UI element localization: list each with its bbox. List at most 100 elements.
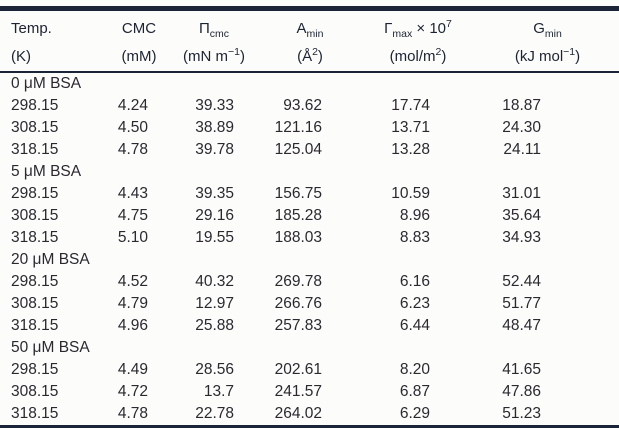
group-row: 5 μM BSA	[0, 161, 619, 183]
cell: 41.65	[502, 361, 541, 378]
col-unit-close: )	[239, 48, 245, 65]
cell: 318.15	[11, 317, 59, 334]
cell: 34.93	[502, 229, 541, 246]
group-row: 0 μM BSA	[0, 72, 619, 95]
table-row: 308.15 4.75 29.16 185.28 8.96 35.64	[0, 205, 619, 227]
cell: 4.78	[117, 141, 148, 158]
cell: 4.50	[117, 119, 148, 136]
cell: 38.89	[195, 119, 234, 136]
group-label: 50 μM BSA	[11, 339, 90, 356]
cell: 266.76	[274, 295, 322, 312]
col-title-sub: min	[306, 28, 324, 40]
cell: 25.88	[195, 317, 234, 334]
cell: 298.15	[11, 273, 59, 290]
cell: 308.15	[11, 207, 59, 224]
col-title: Πcmc	[198, 20, 229, 40]
cell: 4.75	[117, 207, 148, 224]
cell: 298.15	[11, 361, 59, 378]
col-title: Γmax × 107	[384, 18, 452, 40]
group-label: 20 μM BSA	[11, 251, 90, 268]
cell: 39.35	[195, 185, 234, 202]
cell: 125.04	[274, 141, 322, 158]
cell: 318.15	[11, 405, 59, 422]
cell: 4.72	[117, 383, 148, 400]
col-unit: (K)	[11, 43, 110, 66]
cell: 4.52	[117, 273, 148, 290]
col-title: Gmin	[533, 20, 562, 40]
col-unit-sup: −1	[228, 46, 240, 58]
cell: 40.32	[195, 273, 234, 290]
cell: 28.56	[195, 361, 234, 378]
cell: 39.78	[195, 141, 234, 158]
cell: 13.71	[391, 119, 430, 136]
table-row: 298.15 4.43 39.35 156.75 10.59 31.01	[0, 183, 619, 205]
group-row: 20 μM BSA	[0, 249, 619, 271]
table-row: 318.15 5.10 19.55 188.03 8.83 34.93	[0, 227, 619, 249]
table-row: 298.15 4.52 40.32 269.78 6.16 52.44	[0, 271, 619, 293]
group-row: 50 μM BSA	[0, 337, 619, 359]
cell: 52.44	[502, 273, 541, 290]
col-title-text: A	[296, 20, 307, 37]
cell: 8.83	[399, 229, 430, 246]
cell: 269.78	[274, 273, 322, 290]
col-title-text: G	[533, 20, 545, 37]
cell: 18.87	[502, 97, 541, 114]
cell: 4.24	[117, 97, 148, 114]
cell: 6.23	[399, 295, 430, 312]
col-unit-sup: −1	[563, 46, 576, 58]
col-title-text: Π	[198, 20, 210, 37]
table-row: 308.15 4.50 38.89 121.16 13.71 24.30	[0, 117, 619, 139]
table-row: 298.15 4.24 39.33 93.62 17.74 18.87	[0, 95, 619, 117]
table-row: 318.15 4.78 39.78 125.04 13.28 24.11	[0, 139, 619, 161]
cell: 24.30	[502, 119, 541, 136]
col-title: Amin	[296, 20, 324, 40]
cell: 39.33	[195, 97, 234, 114]
cell: 185.28	[274, 207, 322, 224]
col-unit-close: )	[575, 48, 581, 65]
cell: 13.28	[391, 141, 430, 158]
col-header-cmc: CMC (mM)	[110, 8, 168, 73]
cell: 308.15	[11, 295, 59, 312]
col-unit-sup: 2	[312, 46, 318, 58]
cell: 12.97	[195, 295, 234, 312]
cell: 24.11	[503, 141, 541, 158]
col-unit: (mol/m2)	[360, 43, 476, 66]
cell: 31.01	[502, 185, 541, 202]
cell: 4.43	[117, 185, 148, 202]
table-row: 318.15 4.96 25.88 257.83 6.44 48.47	[0, 315, 619, 337]
cell: 17.74	[391, 97, 430, 114]
cell: 6.29	[399, 405, 430, 422]
col-unit: (mN m−1)	[168, 43, 260, 66]
col-unit-close: )	[441, 48, 447, 65]
cell: 4.79	[117, 295, 148, 312]
cell: 308.15	[11, 383, 59, 400]
col-header-temp: Temp. (K)	[0, 8, 110, 73]
col-unit-sup: 2	[435, 46, 442, 58]
cell: 6.44	[399, 317, 430, 334]
cell: 51.23	[502, 405, 541, 422]
cell: 47.86	[502, 383, 541, 400]
table-body: 0 μM BSA 298.15 4.24 39.33 93.62 17.74 18.87 30…	[0, 72, 619, 427]
table-row: 308.15 4.72 13.7 241.57 6.87 47.86	[0, 381, 619, 403]
col-unit-text: (mol/m	[389, 48, 436, 65]
col-header-gamma-max: Γmax × 107 (mol/m2)	[360, 8, 476, 73]
cell: 10.59	[391, 185, 430, 202]
cell: 257.83	[274, 317, 322, 334]
cell: 4.96	[117, 317, 148, 334]
cell: 188.03	[274, 229, 322, 246]
col-title-mid: × 10	[412, 20, 447, 37]
table-row: 308.15 4.79 12.97 266.76 6.23 51.77	[0, 293, 619, 315]
col-title: CMC	[122, 20, 156, 37]
col-header-g-min: Gmin (kJ mol−1)	[476, 8, 619, 73]
cell: 8.20	[399, 361, 430, 378]
col-unit: (Å2)	[260, 43, 360, 66]
col-title-text: Temp.	[11, 20, 52, 37]
cell: 6.87	[399, 383, 430, 400]
cell: 298.15	[11, 97, 59, 114]
table-header: Temp. (K) CMC (mM) Πcmc (mN m−1) Amin (Å…	[0, 8, 619, 73]
cell: 29.16	[195, 207, 234, 224]
cell: 13.7	[203, 383, 234, 400]
col-unit-close: )	[317, 48, 323, 65]
col-unit: (mM)	[110, 43, 168, 66]
col-unit-text: (mN m	[183, 48, 228, 65]
